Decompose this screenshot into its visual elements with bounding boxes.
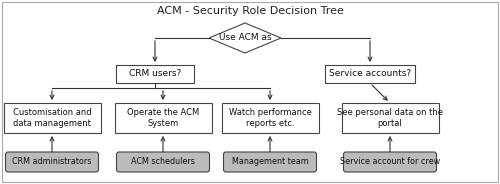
FancyBboxPatch shape xyxy=(342,103,438,133)
FancyBboxPatch shape xyxy=(114,103,212,133)
FancyBboxPatch shape xyxy=(116,65,194,83)
Text: Service accounts?: Service accounts? xyxy=(329,70,411,79)
FancyBboxPatch shape xyxy=(116,152,210,172)
Text: Management team: Management team xyxy=(232,158,308,167)
Text: ACM schedulers: ACM schedulers xyxy=(131,158,195,167)
Text: ACM - Security Role Decision Tree: ACM - Security Role Decision Tree xyxy=(156,6,344,16)
Text: Service account for crew: Service account for crew xyxy=(340,158,440,167)
Polygon shape xyxy=(209,23,281,53)
FancyBboxPatch shape xyxy=(4,103,100,133)
Text: See personal data on the
portal: See personal data on the portal xyxy=(337,108,443,128)
Text: CRM users?: CRM users? xyxy=(129,70,181,79)
FancyBboxPatch shape xyxy=(325,65,415,83)
FancyBboxPatch shape xyxy=(222,103,318,133)
Text: CRM administrators: CRM administrators xyxy=(12,158,92,167)
Text: Watch performance
reports etc.: Watch performance reports etc. xyxy=(228,108,312,128)
FancyBboxPatch shape xyxy=(6,152,98,172)
FancyBboxPatch shape xyxy=(344,152,436,172)
FancyBboxPatch shape xyxy=(224,152,316,172)
FancyBboxPatch shape xyxy=(2,2,498,182)
Text: Customisation and
data management: Customisation and data management xyxy=(12,108,92,128)
Text: Operate the ACM
System: Operate the ACM System xyxy=(127,108,199,128)
Text: Use ACM as: Use ACM as xyxy=(218,33,272,43)
